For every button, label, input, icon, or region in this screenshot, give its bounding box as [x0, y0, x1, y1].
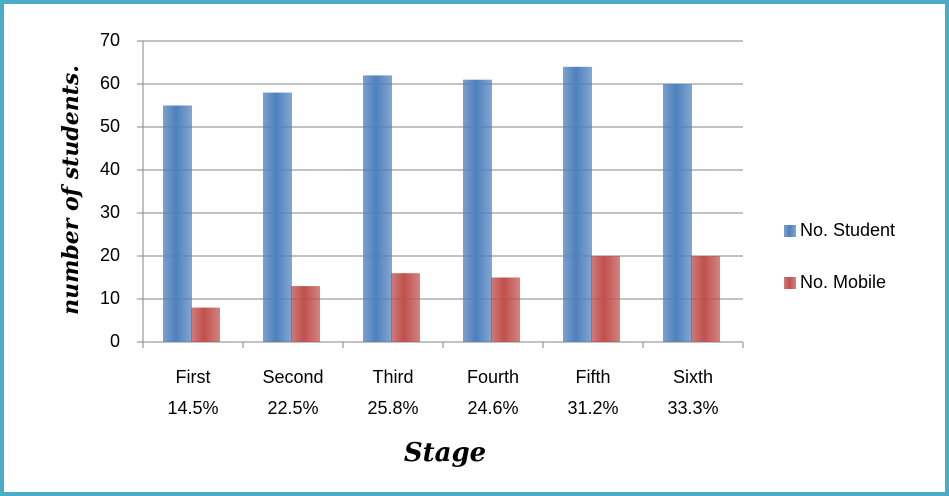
x-axis-title: Stage: [404, 438, 486, 468]
bar: [491, 277, 520, 342]
y-tick-label: 70: [100, 30, 120, 50]
x-tick-label: Fifth: [575, 367, 610, 387]
y-axis-title: number of students.: [58, 65, 84, 315]
bar: [463, 79, 492, 342]
bar: [163, 105, 192, 342]
y-tick-label: 50: [100, 116, 120, 136]
x-tick-label: Second: [262, 367, 323, 387]
bar: [191, 307, 220, 342]
legend-marker: [784, 225, 796, 237]
x-tick-label: 14.5%: [167, 398, 218, 418]
y-tick-label: 30: [100, 202, 120, 222]
bar: [291, 286, 320, 342]
bar: [663, 84, 692, 342]
bar: [563, 66, 592, 343]
x-tick-label: 25.8%: [367, 398, 418, 418]
y-tick-label: 40: [100, 159, 120, 179]
x-tick-label: 24.6%: [467, 398, 518, 418]
x-tick-label: First: [176, 367, 211, 387]
legend-marker: [784, 277, 796, 289]
legend-label: No. Mobile: [800, 272, 886, 292]
bar: [591, 256, 620, 342]
bar: [363, 75, 392, 343]
bar: [391, 273, 420, 342]
y-tick-label: 60: [100, 73, 120, 93]
y-tick-label: 10: [100, 288, 120, 308]
bar: [263, 92, 292, 342]
y-tick-label: 0: [110, 331, 120, 351]
x-tick-label: Fourth: [467, 367, 519, 387]
x-tick-label: 31.2%: [567, 398, 618, 418]
x-tick-label: Sixth: [673, 367, 713, 387]
x-tick-label: 22.5%: [267, 398, 318, 418]
bar: [691, 256, 720, 342]
legend-label: No. Student: [800, 220, 895, 240]
y-tick-label: 20: [100, 245, 120, 265]
x-tick-label: 33.3%: [667, 398, 718, 418]
x-tick-label: Third: [372, 367, 413, 387]
